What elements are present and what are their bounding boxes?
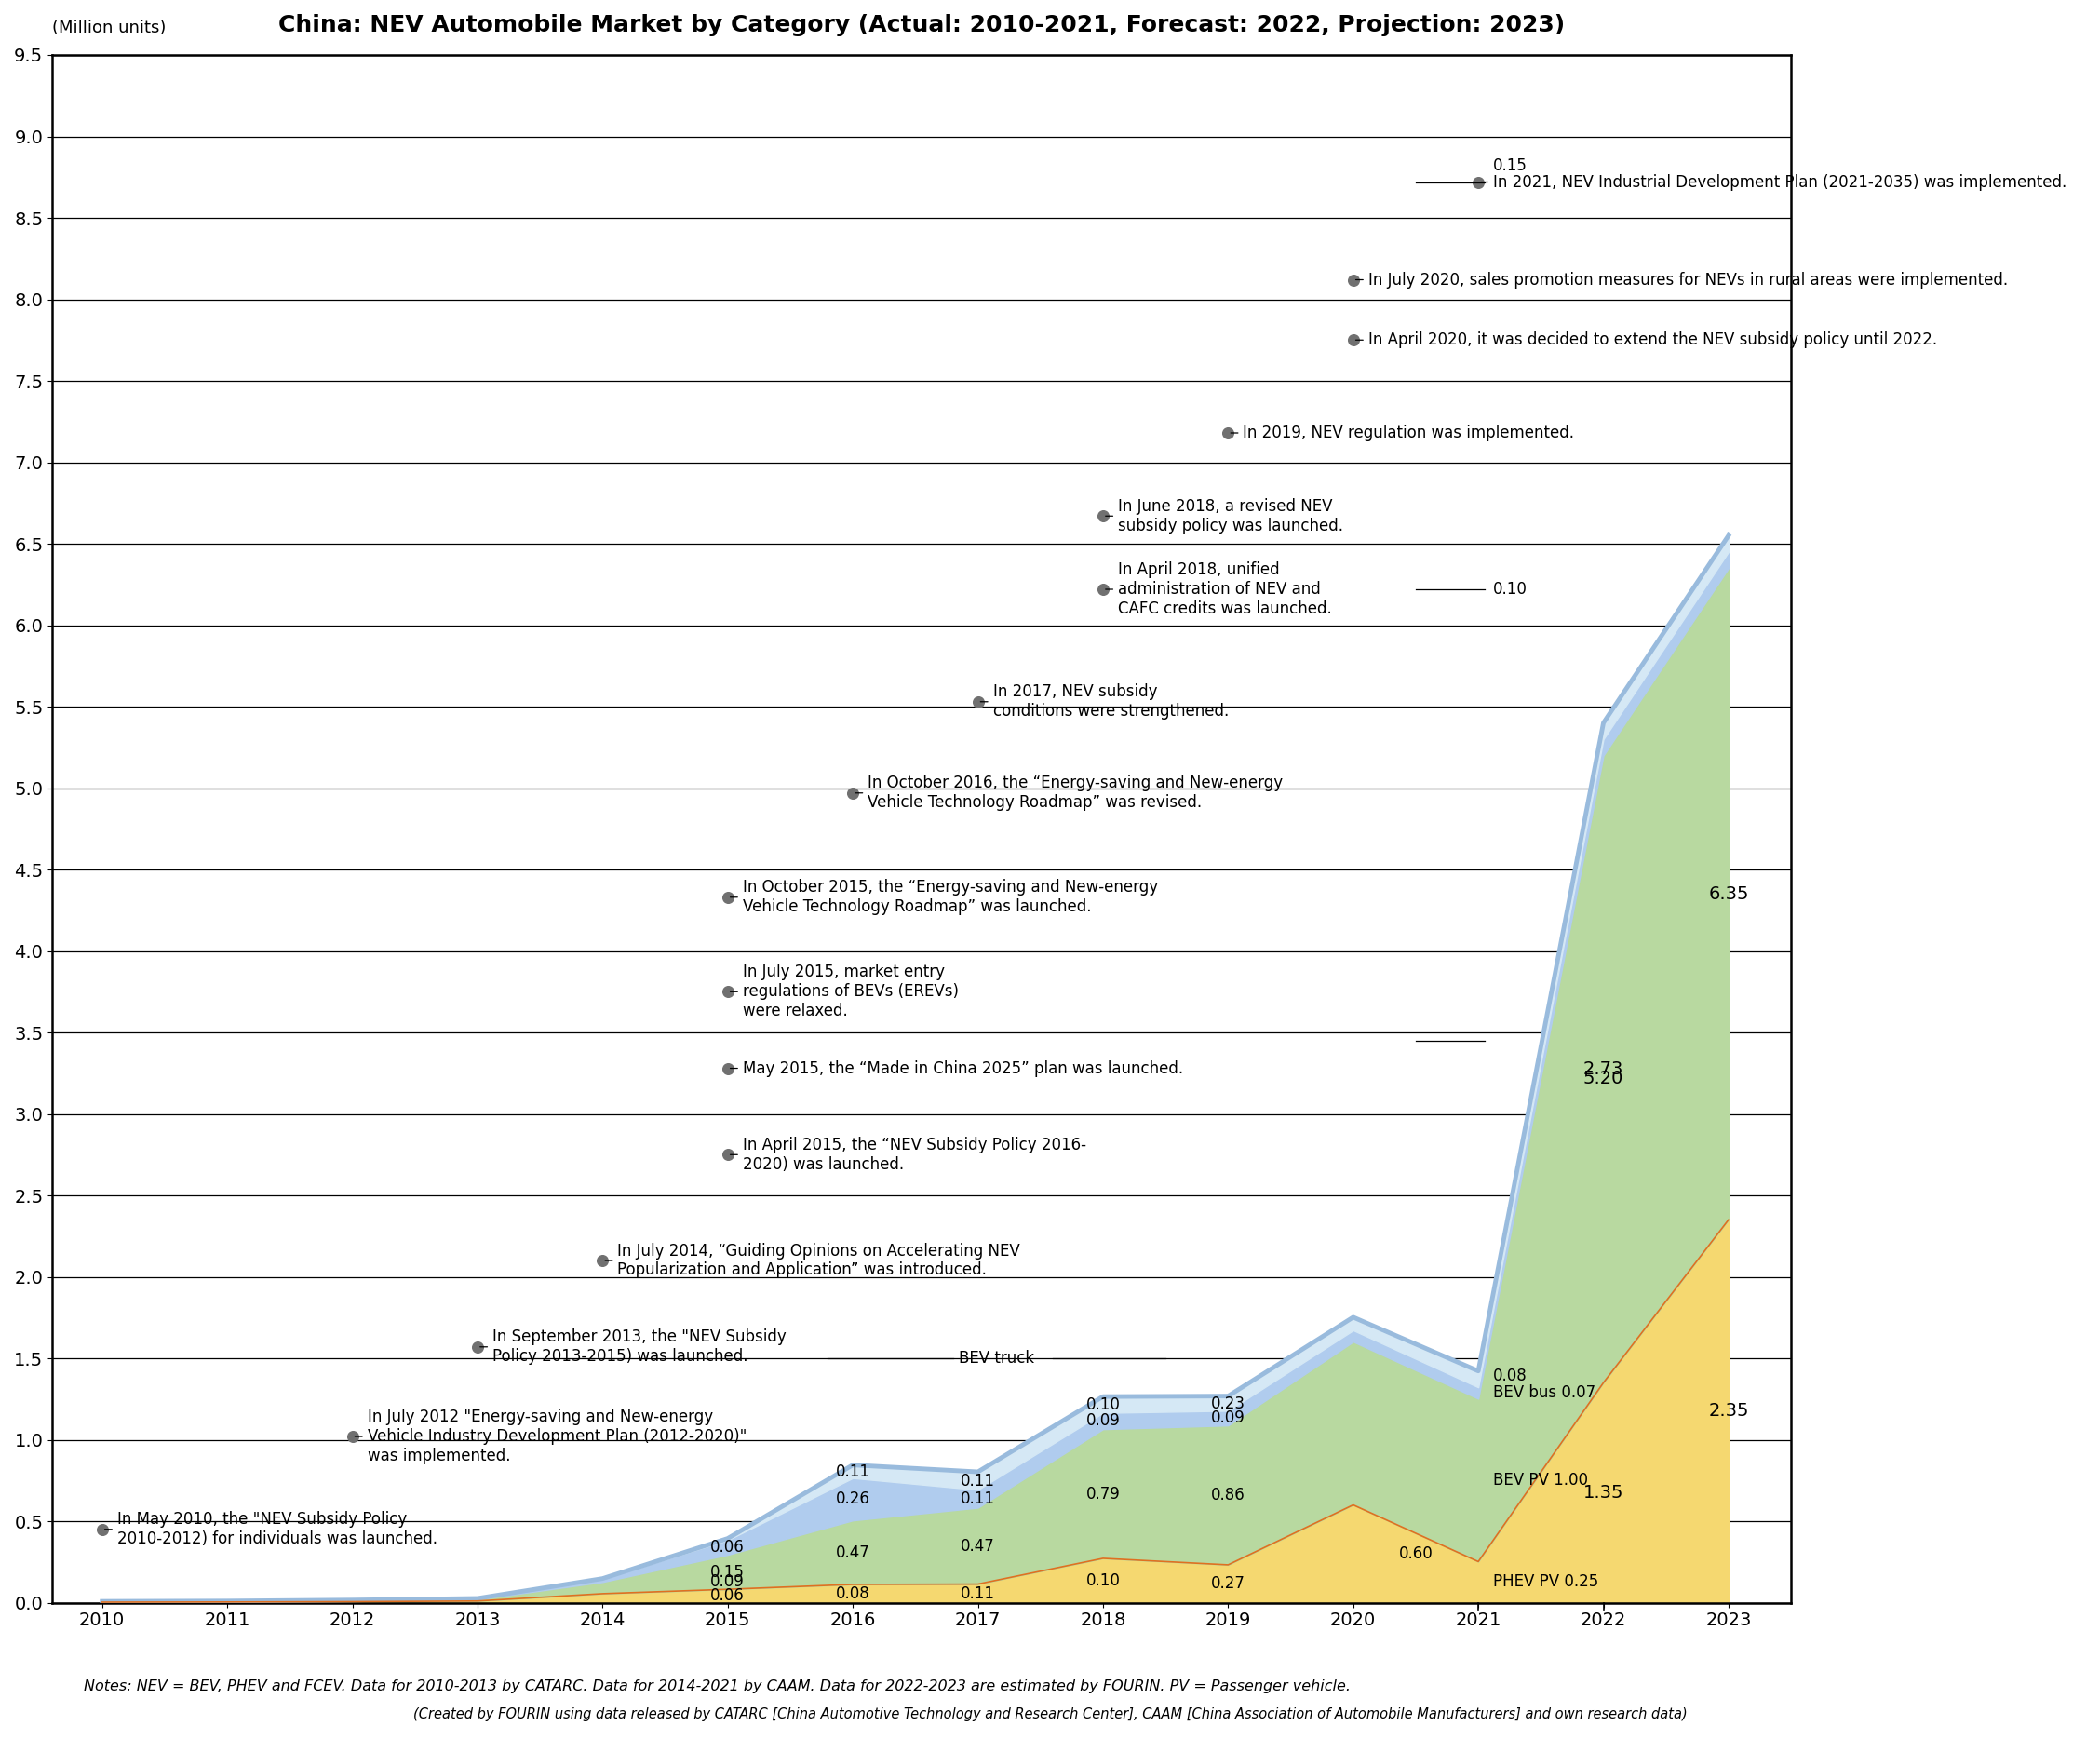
Text: BEV PV 1.00: BEV PV 1.00	[1493, 1471, 1588, 1489]
Point	[1086, 503, 1119, 530]
Text: BEV bus 0.07: BEV bus 0.07	[1493, 1384, 1596, 1402]
Text: 0.15: 0.15	[710, 1563, 745, 1581]
Point	[586, 1247, 620, 1275]
Text: 0.26: 0.26	[836, 1490, 869, 1508]
Point	[712, 1054, 746, 1082]
Text: 0.11: 0.11	[960, 1584, 995, 1602]
Point	[836, 779, 869, 807]
Text: 5.20: 5.20	[1583, 1069, 1623, 1087]
Text: In October 2016, the “Energy-saving and New-energy
Vehicle Technology Roadmap” w: In October 2016, the “Energy-saving and …	[855, 776, 1283, 810]
Text: 0.15: 0.15	[1493, 157, 1527, 174]
Text: 0.08: 0.08	[1493, 1367, 1527, 1384]
Text: 1.35: 1.35	[1583, 1483, 1623, 1501]
Text: Notes: NEV = BEV, PHEV and FCEV. Data for 2010-2013 by CATARC. Data for 2014-202: Notes: NEV = BEV, PHEV and FCEV. Data fo…	[84, 1680, 1350, 1694]
Text: In September 2013, the "NEV Subsidy
Policy 2013-2015) was launched.: In September 2013, the "NEV Subsidy Poli…	[481, 1329, 785, 1365]
Point	[1086, 576, 1119, 603]
Point	[336, 1423, 370, 1450]
Text: In July 2014, “Guiding Opinions on Accelerating NEV
Popularization and Applicati: In July 2014, “Guiding Opinions on Accel…	[605, 1242, 1021, 1278]
Point	[712, 977, 746, 1005]
Point	[962, 689, 995, 716]
Text: 0.86: 0.86	[1212, 1487, 1245, 1504]
Text: (Million units): (Million units)	[53, 19, 166, 37]
Point	[712, 883, 746, 911]
Text: 0.06: 0.06	[710, 1588, 745, 1605]
Text: In July 2020, sales promotion measures for NEVs in rural areas were implemented.: In July 2020, sales promotion measures f…	[1357, 271, 2008, 289]
Text: In April 2015, the “NEV Subsidy Policy 2016-
2020) was launched.: In April 2015, the “NEV Subsidy Policy 2…	[731, 1137, 1086, 1172]
Point	[86, 1515, 120, 1542]
Title: China: NEV Automobile Market by Category (Actual: 2010-2021, Forecast: 2022, Pro: China: NEV Automobile Market by Category…	[279, 14, 1564, 37]
Text: 6.35: 6.35	[1707, 885, 1749, 903]
Text: In June 2018, a revised NEV
subsidy policy was launched.: In June 2018, a revised NEV subsidy poli…	[1105, 497, 1344, 534]
Point	[712, 1141, 746, 1169]
Text: 0.06: 0.06	[710, 1539, 745, 1556]
Text: In April 2020, it was decided to extend the NEV subsidy policy until 2022.: In April 2020, it was decided to extend …	[1357, 332, 1936, 348]
Text: 0.10: 0.10	[1086, 1572, 1119, 1589]
Text: In 2017, NEV subsidy
conditions were strengthened.: In 2017, NEV subsidy conditions were str…	[981, 683, 1228, 720]
Text: BEV truck: BEV truck	[960, 1349, 1035, 1367]
Point	[1212, 419, 1245, 447]
Text: In April 2018, unified
administration of NEV and
CAFC credits was launched.: In April 2018, unified administration of…	[1105, 562, 1331, 617]
Text: 0.79: 0.79	[1086, 1485, 1119, 1502]
Text: 2.35: 2.35	[1707, 1402, 1749, 1421]
Text: 0.11: 0.11	[960, 1490, 995, 1508]
Text: In 2021, NEV Industrial Development Plan (2021-2035) was implemented.: In 2021, NEV Industrial Development Plan…	[1480, 174, 2066, 190]
Point	[460, 1334, 493, 1362]
Text: (Created by FOURIN using data released by CATARC [China Automotive Technology an: (Created by FOURIN using data released b…	[414, 1708, 1686, 1722]
Text: 0.23: 0.23	[1212, 1395, 1245, 1412]
Text: 0.47: 0.47	[836, 1544, 869, 1562]
Text: 0.11: 0.11	[836, 1462, 869, 1480]
Text: In 2019, NEV regulation was implemented.: In 2019, NEV regulation was implemented.	[1231, 424, 1575, 442]
Text: 0.11: 0.11	[960, 1473, 995, 1489]
Text: 0.27: 0.27	[1212, 1576, 1245, 1593]
Text: 0.09: 0.09	[710, 1574, 745, 1591]
Text: 0.10: 0.10	[1086, 1396, 1119, 1414]
Text: In May 2010, the "NEV Subsidy Policy
2010-2012) for individuals was launched.: In May 2010, the "NEV Subsidy Policy 201…	[105, 1511, 437, 1548]
Text: In October 2015, the “Energy-saving and New-energy
Vehicle Technology Roadmap” w: In October 2015, the “Energy-saving and …	[731, 880, 1157, 915]
Text: 0.09: 0.09	[1086, 1412, 1119, 1429]
Point	[1336, 266, 1369, 294]
Text: 0.09: 0.09	[1212, 1410, 1245, 1426]
Text: 0.47: 0.47	[962, 1537, 995, 1555]
Text: PHEV PV 0.25: PHEV PV 0.25	[1493, 1574, 1598, 1591]
Text: 0.60: 0.60	[1399, 1546, 1432, 1562]
Text: 0.10: 0.10	[1493, 581, 1527, 598]
Text: 2.73: 2.73	[1583, 1061, 1623, 1078]
Text: In July 2012 "Energy-saving and New-energy
Vehicle Industry Development Plan (20: In July 2012 "Energy-saving and New-ener…	[355, 1409, 748, 1464]
Text: In July 2015, market entry
regulations of BEVs (EREVs)
were relaxed.: In July 2015, market entry regulations o…	[731, 963, 958, 1019]
Point	[1336, 327, 1369, 355]
Text: 0.08: 0.08	[836, 1586, 869, 1602]
Text: May 2015, the “Made in China 2025” plan was launched.: May 2015, the “Made in China 2025” plan …	[731, 1059, 1182, 1076]
Point	[1462, 169, 1495, 197]
